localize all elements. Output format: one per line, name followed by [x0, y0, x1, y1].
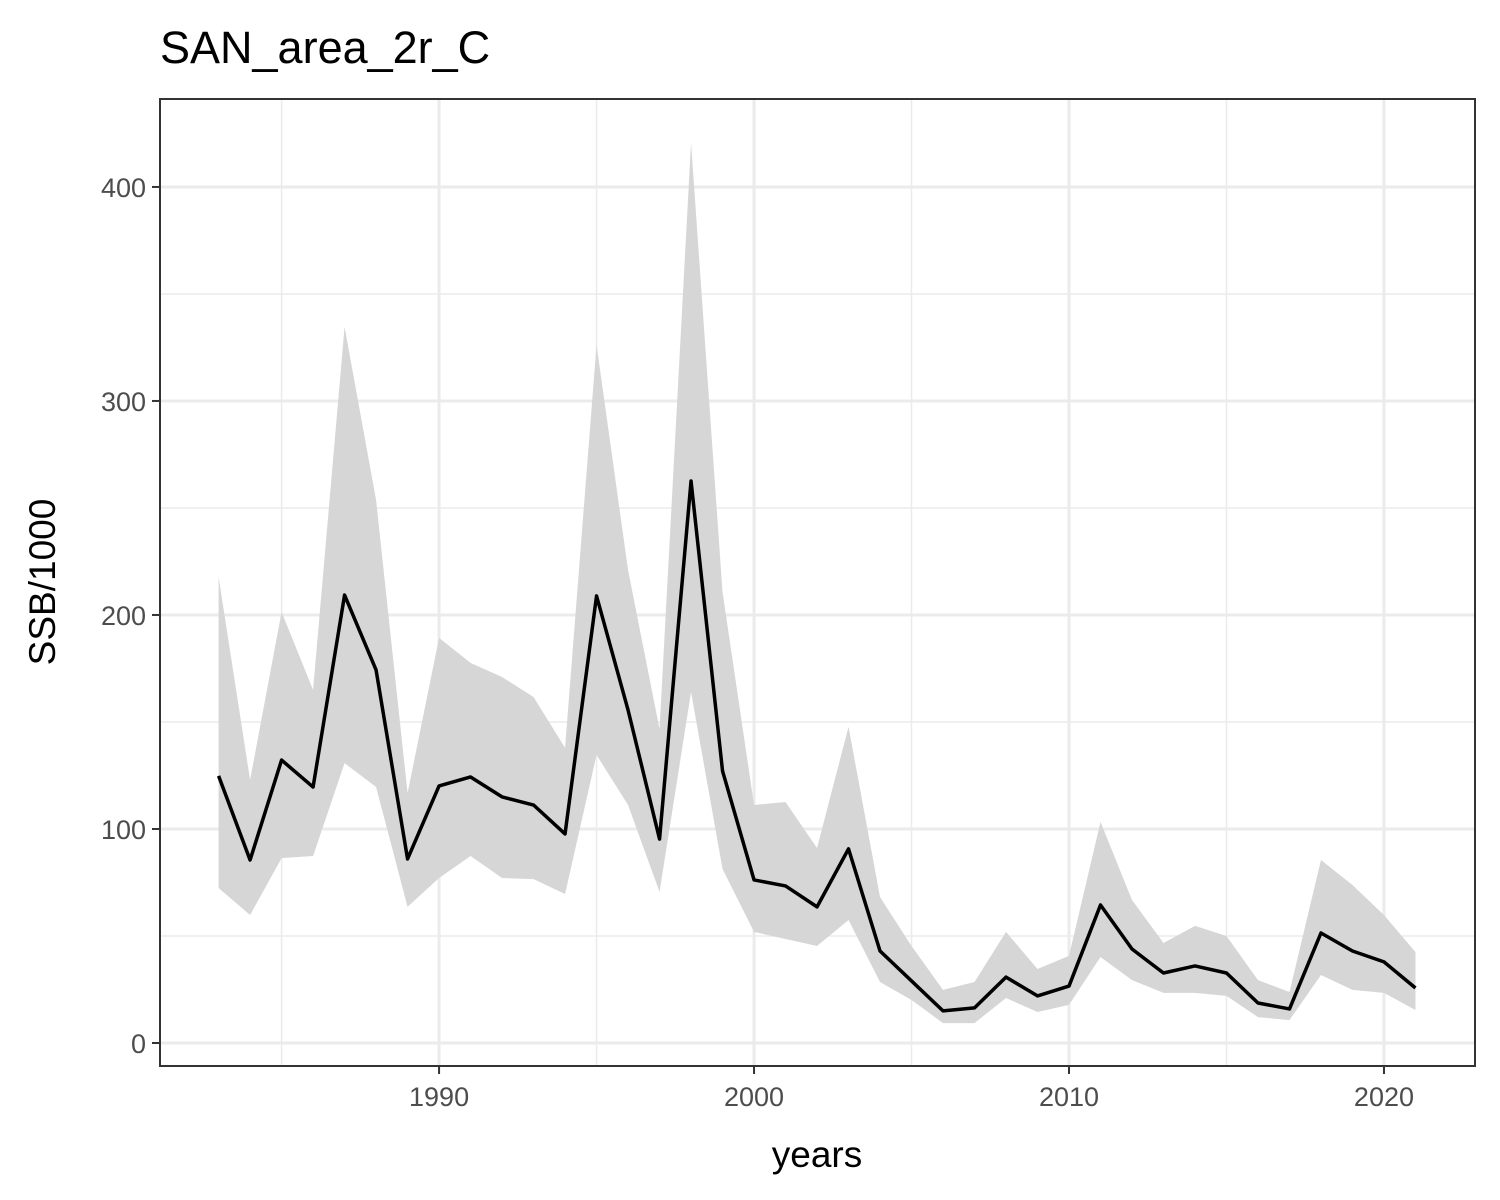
y-tick-label: 400	[101, 173, 146, 203]
y-tick-label: 0	[131, 1029, 146, 1059]
x-tick-label: 2010	[1039, 1082, 1099, 1112]
x-axis-title: years	[772, 1134, 862, 1175]
x-tick-label: 2000	[724, 1082, 784, 1112]
y-tick-label: 100	[101, 815, 146, 845]
x-tick-label: 1990	[409, 1082, 469, 1112]
y-tick-label: 200	[101, 601, 146, 631]
panel-border	[159, 98, 1476, 1067]
line	[216, 479, 1417, 1013]
y-axis-title: SSB/1000	[22, 499, 63, 666]
chart-title: SAN_area_2r_C	[160, 22, 490, 73]
x-tick-label: 2020	[1354, 1082, 1414, 1112]
y-tick-label: 300	[101, 387, 146, 417]
confidence-band	[218, 142, 1416, 1024]
